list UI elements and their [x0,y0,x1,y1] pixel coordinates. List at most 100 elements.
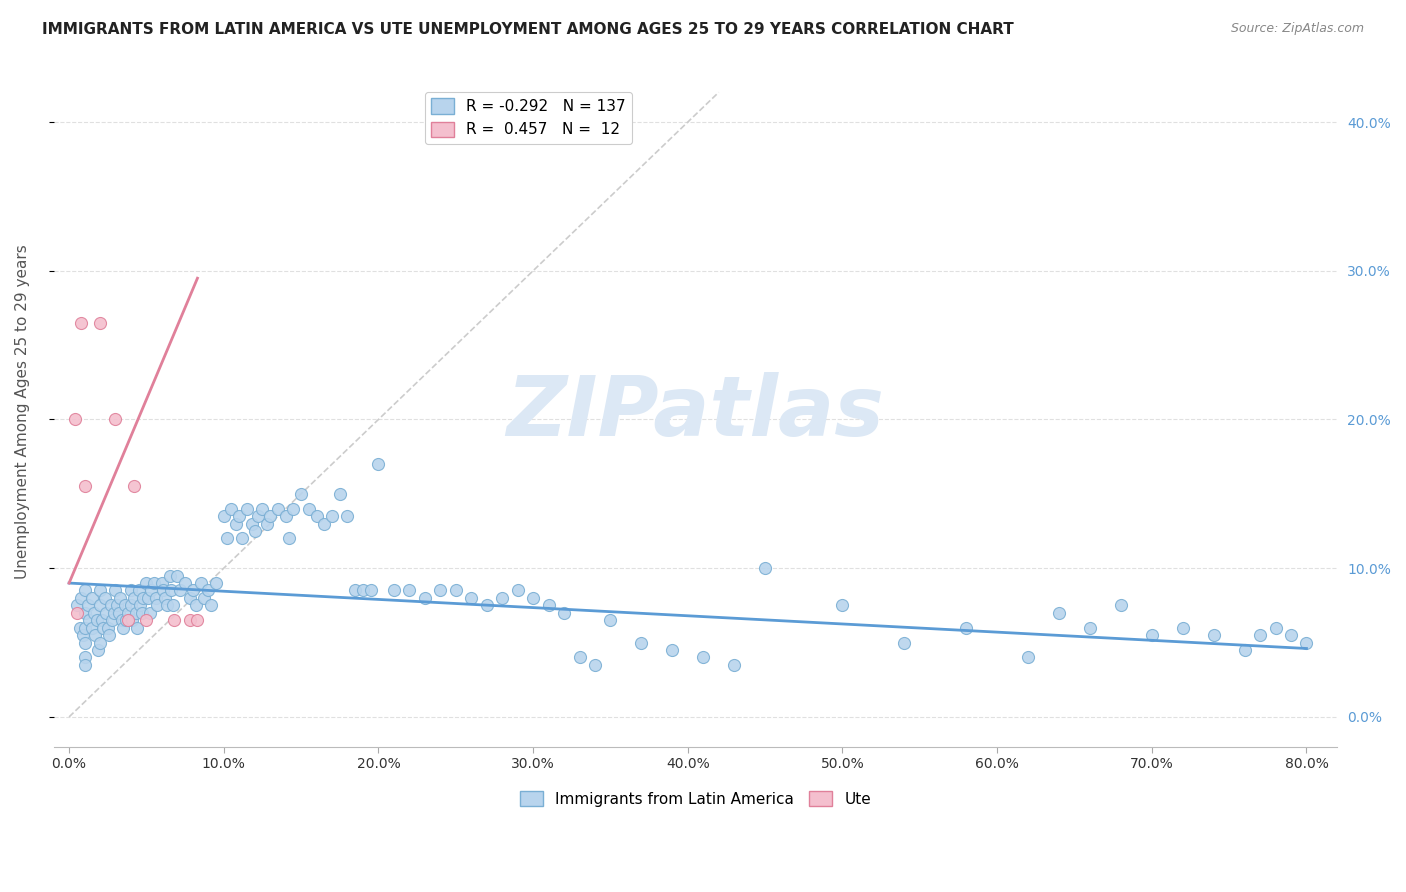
Point [661,643,683,657]
Point [305,509,328,524]
Point [66,606,89,620]
Point [723,657,745,672]
Point [336,509,359,524]
Point [152,583,174,598]
Point [283,501,305,516]
Point [321,509,343,524]
Point [537,599,560,613]
Point [91,621,114,635]
Point [955,621,977,635]
Point [69,621,91,635]
Point [225,516,247,531]
Point [131,606,153,620]
Point [190,576,212,591]
Point [1295,635,1317,649]
Point [252,501,274,516]
Point [475,599,498,613]
Point [122,591,145,605]
Point [398,583,420,598]
Point [352,583,374,598]
Point [89,599,111,613]
Point [256,516,278,531]
Point [754,561,776,575]
Point [429,583,451,598]
Point [65,412,87,426]
Point [100,599,122,613]
Point [205,576,228,591]
Point [146,599,169,613]
Point [136,591,159,605]
Text: ZIPatlas: ZIPatlas [506,372,884,452]
Point [169,583,191,598]
Point [112,621,135,635]
Point [184,599,207,613]
Point [1109,599,1132,613]
Point [231,532,253,546]
Point [121,613,143,627]
Point [174,576,197,591]
Point [108,591,131,605]
Point [115,613,138,627]
Point [98,628,121,642]
Point [138,606,160,620]
Point [506,583,529,598]
Point [73,583,96,598]
Point [87,643,110,657]
Point [70,591,93,605]
Point [568,650,591,665]
Point [444,583,467,598]
Point [1078,621,1101,635]
Point [117,613,139,627]
Point [159,568,181,582]
Point [599,613,621,627]
Point [76,599,98,613]
Point [413,591,436,605]
Point [132,591,155,605]
Point [236,501,259,516]
Point [181,583,204,598]
Point [221,501,243,516]
Point [82,591,104,605]
Point [277,532,299,546]
Point [73,621,96,635]
Point [120,583,142,598]
Point [70,316,93,330]
Point [120,599,142,613]
Point [246,509,269,524]
Point [122,479,145,493]
Point [135,613,157,627]
Point [329,487,352,501]
Point [150,576,173,591]
Point [73,657,96,672]
Point [162,599,184,613]
Point [267,501,290,516]
Point [831,599,853,613]
Point [630,635,652,649]
Y-axis label: Unemployment Among Ages 25 to 29 years: Unemployment Among Ages 25 to 29 years [15,244,30,580]
Text: IMMIGRANTS FROM LATIN AMERICA VS UTE UNEMPLOYMENT AMONG AGES 25 TO 29 YEARS CORR: IMMIGRANTS FROM LATIN AMERICA VS UTE UNE… [42,22,1014,37]
Point [360,583,382,598]
Point [128,583,150,598]
Point [1233,643,1256,657]
Point [491,591,513,605]
Point [186,613,208,627]
Point [197,583,219,598]
Point [86,613,108,627]
Point [111,613,134,627]
Point [243,524,266,538]
Point [139,583,162,598]
Point [344,583,367,598]
Point [583,657,606,672]
Point [1140,628,1163,642]
Point [83,606,105,620]
Point [96,606,118,620]
Point [1171,621,1194,635]
Point [163,613,186,627]
Point [1202,628,1225,642]
Point [179,591,201,605]
Point [1017,650,1039,665]
Point [97,621,120,635]
Point [553,606,575,620]
Point [104,583,127,598]
Point [117,606,139,620]
